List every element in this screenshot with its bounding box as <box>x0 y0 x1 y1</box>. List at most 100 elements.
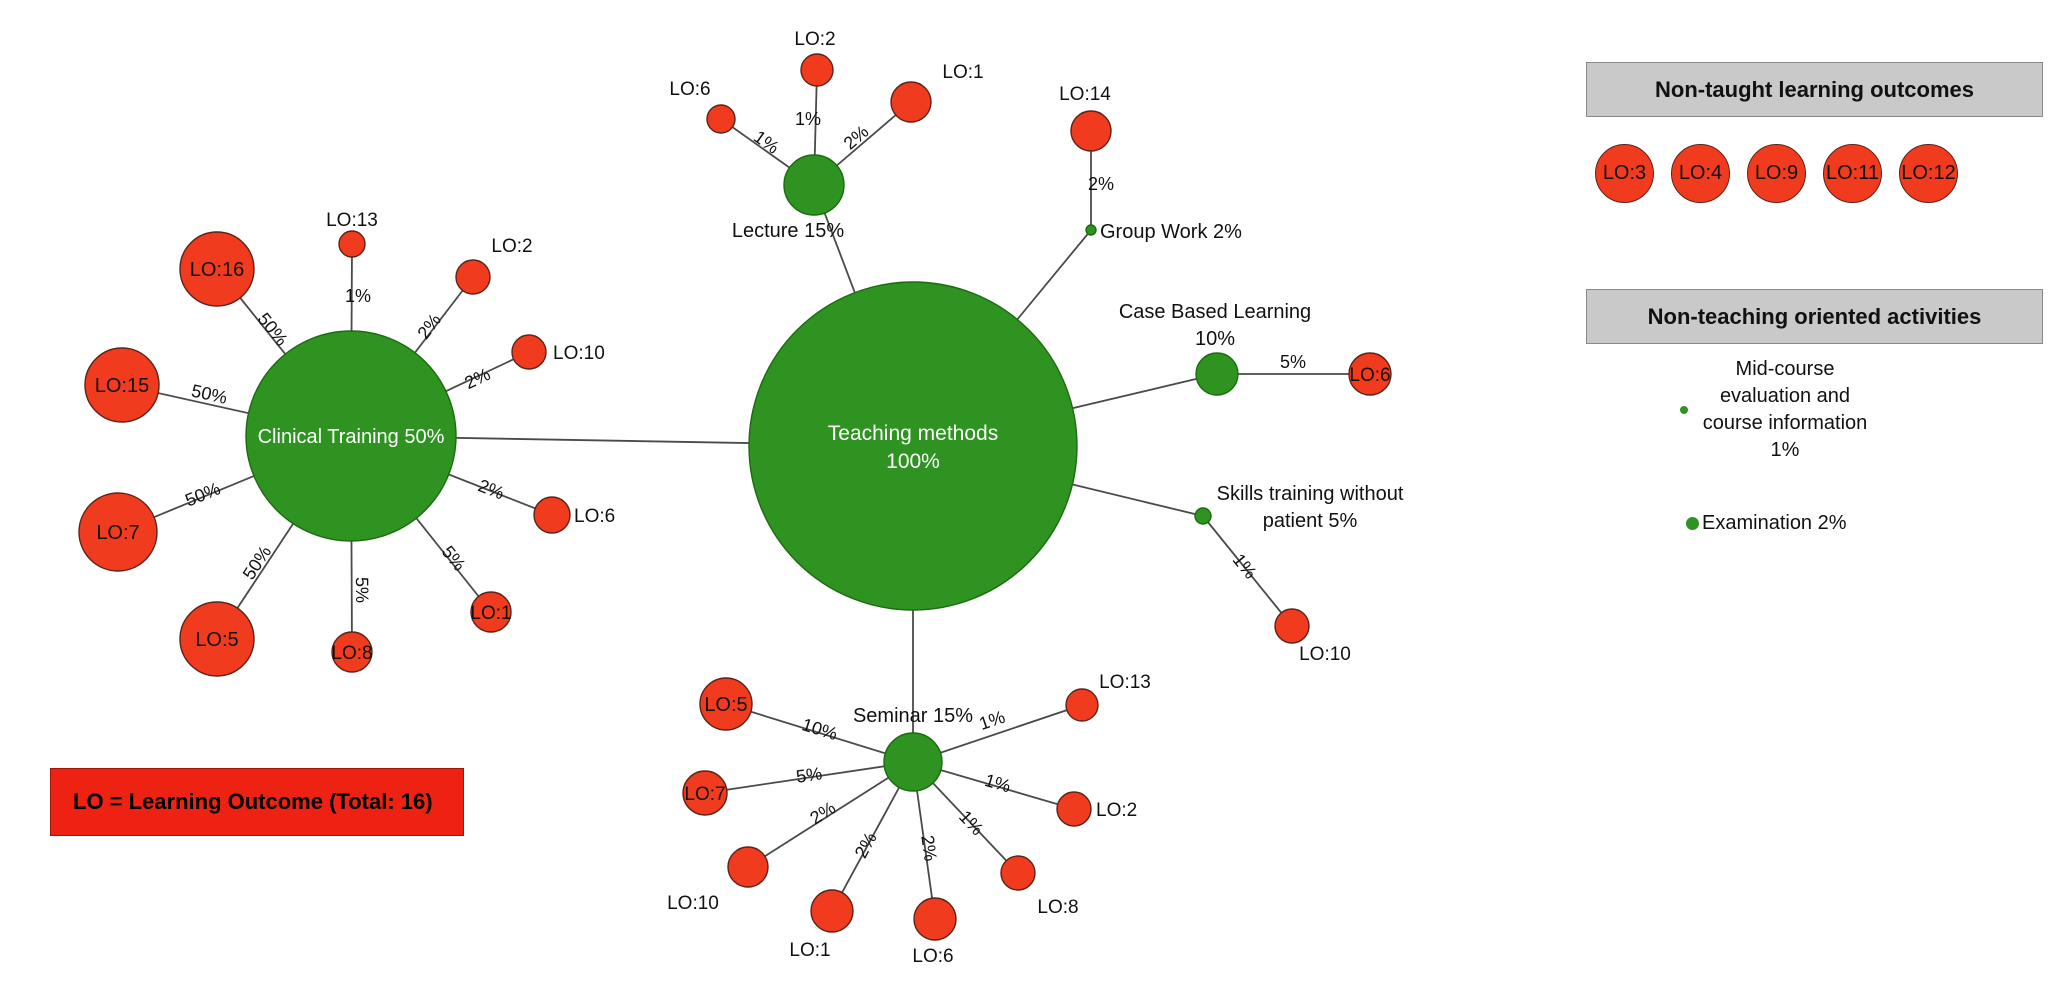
node-c-lo16 <box>179 231 255 307</box>
node-c-lo7 <box>78 492 158 572</box>
label-c-lo13: LO:13 <box>326 210 378 231</box>
edge-label-clinical-c-lo13: 1% <box>345 286 371 306</box>
label-c-lo2: LO:2 <box>491 236 532 257</box>
label-c-lo10: LO:10 <box>553 343 605 364</box>
edge-label-clinical-c-lo7: 50% <box>182 478 223 510</box>
node-s-lo6 <box>913 897 957 941</box>
label-case-lo6: LO:6 <box>1349 365 1390 386</box>
label-s-lo7: LO:7 <box>684 784 725 805</box>
node-c-lo10 <box>511 334 547 370</box>
label-lec-lo6: LO:6 <box>669 79 710 100</box>
label-s-lo13: LO:13 <box>1099 672 1151 693</box>
examination-activity: Examination 2% <box>1686 512 1847 535</box>
node-c-lo15 <box>84 347 160 423</box>
non-taught-outcome-lo12: LO:12 <box>1899 144 1958 203</box>
node-teaching <box>748 281 1078 611</box>
edge-label-lecture-lec-lo2: 1% <box>795 109 821 129</box>
label-s-lo10: LO:10 <box>667 893 719 914</box>
non-taught-outcomes-row: LO:3 LO:4 LO:9 LO:11 LO:12 <box>1595 144 1958 203</box>
label-c-lo1: LO:1 <box>470 603 511 624</box>
node-c-lo1 <box>470 591 512 633</box>
edge-label-seminar-s-lo6: 2% <box>917 834 940 863</box>
label-seminar: Seminar 15% <box>853 705 973 727</box>
edge-label-clinical-c-lo16: 50% <box>254 309 292 350</box>
examination-bullet-dot <box>1686 517 1699 530</box>
label-lecture: Lecture 15% <box>732 220 845 242</box>
node-lo14 <box>1070 110 1112 152</box>
edge-seminar-s-lo5 <box>725 703 914 763</box>
edge-label-clinical-c-lo10: 2% <box>461 364 493 393</box>
edge-seminar-s-lo10 <box>747 761 914 868</box>
node-s-lo8 <box>1000 855 1036 891</box>
edge-label-casebased-case-lo6: 5% <box>1280 352 1306 372</box>
node-clinical <box>245 330 457 542</box>
edge-label-clinical-c-lo1: 5% <box>438 542 470 575</box>
node-lecture <box>783 154 845 216</box>
edge-label-clinical-c-lo5: 50% <box>239 542 276 583</box>
label-c-lo7: LO:7 <box>96 522 139 544</box>
label-c-lo6: LO:6 <box>574 506 615 527</box>
label-s-lo6: LO:6 <box>912 946 953 967</box>
label-c-lo15: LO:15 <box>95 375 149 397</box>
node-s-lo7 <box>682 770 728 816</box>
edge-label-lecture-lec-lo1: 2% <box>840 121 873 153</box>
edge-label-seminar-s-lo13: 1% <box>977 707 1008 734</box>
node-case-lo6 <box>1348 352 1392 396</box>
label-clinical: Clinical Training 50% <box>258 426 445 448</box>
edge-seminar-s-lo13 <box>912 704 1083 763</box>
edge-label-clinical-c-lo8: 5% <box>352 577 372 603</box>
edge-label-lecture-lec-lo6: 1% <box>750 126 783 157</box>
node-s-lo10 <box>727 846 769 888</box>
examination-label: Examination 2% <box>1702 512 1847 534</box>
node-seminar <box>883 732 943 792</box>
edge-label-seminar-s-lo1: 2% <box>851 829 881 861</box>
midcourse-evaluation-label: Mid-course evaluation and course informa… <box>1702 358 1868 461</box>
node-groupwork <box>1085 224 1097 236</box>
label-skills: Skills training without <box>1217 483 1404 505</box>
label-s-lo8: LO:8 <box>1037 897 1078 918</box>
edge-label-groupwork-lo14: 2% <box>1088 174 1114 194</box>
label-casebased: Case Based Learning <box>1119 301 1311 323</box>
node-skills <box>1194 507 1212 525</box>
label-c-lo5: LO:5 <box>195 629 238 651</box>
node-c-lo13 <box>338 230 366 258</box>
edge-label-seminar-s-lo2: 1% <box>982 770 1013 796</box>
node-c-lo5 <box>179 601 255 677</box>
node-skills-lo10 <box>1274 608 1310 644</box>
node-c-lo8 <box>331 631 373 673</box>
edge-label-seminar-s-lo5: 10% <box>800 714 840 744</box>
label-skills-lo10: LO:10 <box>1299 644 1351 665</box>
edge-seminar-s-lo7 <box>704 761 914 794</box>
non-taught-outcome-lo3: LO:3 <box>1595 144 1654 203</box>
non-taught-outcome-lo9: LO:9 <box>1747 144 1806 203</box>
non-taught-outcome-lo11: LO:11 <box>1823 144 1882 203</box>
label-s-lo2: LO:2 <box>1096 800 1137 821</box>
label-s-lo1: LO:1 <box>789 940 830 961</box>
node-lec-lo1 <box>890 81 932 123</box>
label-lec-lo2: LO:2 <box>794 29 835 50</box>
label-c-lo16: LO:16 <box>190 259 244 281</box>
label-lo14: LO:14 <box>1059 84 1111 105</box>
label-groupwork: Group Work 2% <box>1100 221 1242 243</box>
node-s-lo1 <box>810 889 854 933</box>
label-teaching: Teaching methods <box>828 422 998 445</box>
label-s-lo5: LO:5 <box>704 694 747 716</box>
non-taught-outcomes-header: Non-taught learning outcomes <box>1586 62 2043 117</box>
node-s-lo5 <box>699 677 753 731</box>
midcourse-bullet-dot <box>1680 406 1688 414</box>
non-teaching-activities-header: Non-teaching oriented activities <box>1586 289 2043 344</box>
edge-label-clinical-c-lo15: 50% <box>190 380 230 407</box>
edge-label-seminar-s-lo10: 2% <box>806 798 839 829</box>
node-s-lo13 <box>1065 688 1099 722</box>
node-c-lo6 <box>533 496 571 534</box>
label-lec-lo1: LO:1 <box>942 62 983 83</box>
node-c-lo2 <box>455 259 491 295</box>
edge-skills-skills-lo10 <box>1202 515 1293 627</box>
node-s-lo2 <box>1056 791 1092 827</box>
edge-label-clinical-c-lo2: 2% <box>413 310 445 343</box>
label-c-lo8: LO:8 <box>331 643 372 664</box>
node-lec-lo6 <box>706 104 736 134</box>
label-skills-1: patient 5% <box>1263 510 1358 532</box>
